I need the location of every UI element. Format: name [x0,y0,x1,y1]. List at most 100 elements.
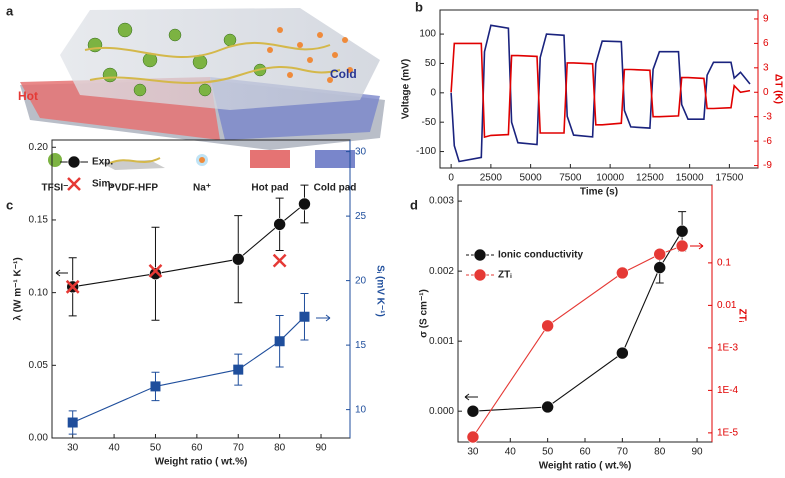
x-axis-label: Weight ratio ( wt.%) [539,461,632,472]
y2-tick-label: 0.1 [717,258,731,269]
legend-marker [473,268,487,282]
panel-label: b [415,0,423,14]
y2-tick-label: -3 [763,111,772,122]
y-tick-label: 0.10 [29,287,49,298]
panel-label: c [6,197,13,212]
x-tick-label: 60 [579,447,591,458]
x-tick-label: 12500 [636,173,664,184]
x-tick-label: 10000 [596,173,624,184]
legend-label: TFSI⁻ [42,183,69,194]
point [231,252,245,266]
x-axis-label: Time (s) [580,187,618,198]
legend-icon [199,157,205,163]
x-tick-label: 90 [315,443,327,454]
point [67,417,78,428]
point [541,319,554,333]
axis-arrow [464,393,478,401]
x-tick-label: 40 [109,443,121,454]
y2-tick-label: 6 [763,38,769,49]
na-particles [267,27,353,83]
point [273,218,286,231]
x-tick-label: 50 [150,443,162,454]
legend-label: ZTᵢ [498,270,512,281]
legend-marker [473,248,487,262]
y2-tick-label: 0 [763,87,769,98]
axis-arrow [316,314,331,322]
y-tick-label: 50 [425,58,437,69]
series-line [450,42,751,139]
membrane [60,8,380,110]
cold-label: Cold [330,67,357,81]
x-tick-label: 15000 [676,173,704,184]
x-tick-label: 5000 [520,173,543,184]
y2-tick-label: 9 [763,14,769,25]
point [675,224,689,238]
point [299,311,310,322]
axis-arrow [690,242,704,250]
x-tick-label: 50 [542,447,554,458]
point [675,239,689,253]
schematic: a Hot Cold TFSI⁻ PVDF-HFP Na⁺ Hot pad Co… [6,3,385,194]
y-tick-label: 0.15 [29,215,49,226]
point [149,267,162,281]
y2-tick-label: 30 [355,146,367,157]
axis-arrow [55,269,68,277]
legend-label: Sim. [92,179,113,190]
x-tick-label: 90 [691,447,703,458]
hot-label: Hot [18,89,38,103]
point [466,430,480,444]
legend-label: Na⁺ [193,183,211,194]
y-tick-label: 0.003 [429,196,454,207]
x-tick-label: 30 [67,443,79,454]
tfsi-particles [87,22,267,97]
y-axis-label: λ (W m⁻¹ K⁻¹) [13,257,24,320]
legend-icon [250,150,290,168]
y2-axis-label: ΔT (K) [772,74,783,104]
point [150,381,161,392]
series-line [72,316,305,424]
y2-axis-label: ZTᵢ [736,309,747,323]
y-tick-label: -50 [422,117,437,128]
point [466,404,480,418]
legend-label: PVDF-HFP [108,183,158,194]
y2-axis-label: Sᵢ (mV K⁻¹) [374,265,385,317]
point [541,400,554,414]
point [65,279,80,294]
point [653,247,667,261]
y2-tick-label: 1E-5 [717,428,739,439]
y-axis-label: σ (S cm⁻¹) [419,289,430,338]
point [274,336,285,347]
y-tick-label: 100 [419,29,436,40]
legend-icon [109,157,161,164]
y-axis-label: Voltage (mV) [401,59,412,119]
y2-tick-label: 1E-4 [717,385,739,396]
x-tick-label: 2500 [480,173,503,184]
point [653,261,667,274]
y2-tick-label: 1E-3 [717,343,739,354]
panel-label: d [410,197,418,212]
x-tick-label: 7500 [559,173,582,184]
legend-label: Exp. [92,157,113,168]
legend-marker [67,155,81,169]
x-axis-label: Weight ratio ( wt.%) [155,457,248,468]
legend-label: Hot pad [251,183,288,194]
legend-marker [67,177,81,191]
panel-label: a [6,3,14,18]
y2-tick-label: -9 [763,160,772,171]
point [233,364,244,375]
y2-tick-label: 0.01 [717,300,737,311]
y-tick-label: 0.20 [29,142,49,153]
y2-tick-label: -6 [763,136,772,147]
point [148,263,163,278]
y2-tick-label: 3 [763,62,769,73]
x-tick-label: 17500 [715,173,743,184]
point [616,266,629,280]
plot-frame [439,9,759,169]
legend-icon [48,153,62,167]
point [616,346,629,360]
x-tick-label: 80 [654,447,666,458]
y-tick-label: -100 [416,146,436,157]
x-tick-label: 40 [505,447,517,458]
y-tick-label: 0.00 [29,433,49,444]
